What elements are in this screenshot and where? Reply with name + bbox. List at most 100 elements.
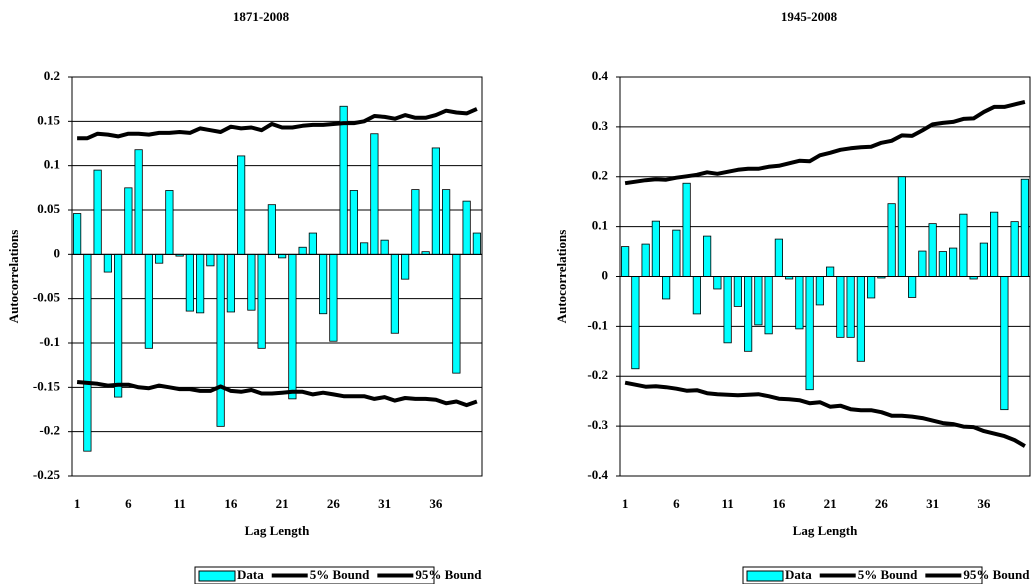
bar [949,247,958,277]
bar [959,213,968,277]
bar [641,243,650,277]
bar [103,253,112,273]
legend-label: Data [785,567,812,582]
y-tick-label: -0.15 [33,378,61,393]
bar [226,253,235,313]
y-tick-label: -0.1 [39,334,60,349]
bar [349,190,358,255]
y-tick-label: 0.2 [592,168,608,183]
bar [990,211,999,277]
bar [846,276,855,338]
bar [216,253,225,427]
bar [733,276,742,307]
bar [897,176,906,277]
plot-area [71,76,483,477]
y-tick-label: -0.1 [587,317,608,332]
bar [83,253,92,452]
x-tick-label: 36 [977,496,991,511]
bound-line [624,380,1026,448]
bar [928,223,937,277]
bar [754,276,763,326]
y-tick-label: -0.3 [587,417,608,432]
x-tick-label: 31 [378,496,391,511]
bar [247,253,256,311]
bar [979,242,988,277]
bar [1010,221,1019,277]
bar [815,276,824,306]
y-tick-label: 0.4 [592,68,609,83]
bar [836,276,845,338]
bar [672,229,681,277]
bar [124,187,133,255]
y-tick-label: 0.05 [37,201,60,216]
legend-swatch [198,570,236,582]
bar [462,200,471,255]
legend-box [194,566,435,584]
y-tick-label: 0.3 [592,118,609,133]
bar [774,238,783,277]
chart-title: 1871-2008 [233,9,290,24]
x-tick-label: 26 [875,496,889,511]
bar [237,155,246,255]
x-tick-label: 26 [327,496,341,511]
bar [1000,276,1009,411]
bar [360,242,369,255]
y-tick-label: 0.15 [37,112,60,127]
chart: 1871-2008 0.2 0.15 0.1 0.05 0 -0.05 -0.1 -0.15 -0… [6,9,483,584]
bar [257,253,266,349]
bar [452,253,461,374]
x-tick-label: 21 [276,496,289,511]
bound-line [76,380,478,408]
bar [764,276,773,335]
bar [308,232,317,255]
bar [826,266,835,277]
bar [185,253,194,312]
bound-line [77,107,478,141]
x-tick-label: 6 [125,496,132,511]
bar [144,253,153,349]
bar [380,239,389,255]
bar [134,149,143,255]
bar [329,253,338,342]
x-tick-label: 1 [622,496,629,511]
bar [431,147,440,255]
bar [918,250,927,277]
x-axis-label: Lag Length [245,523,310,538]
bar [621,246,630,277]
bar [206,253,215,267]
y-axis-label: Autocorrelations [6,230,21,324]
chart: 1945-2008 0.4 0.3 0.2 0.1 0 -0.1 -0.2 -0.3 -0.4 Au… [554,9,1031,584]
y-tick-label: -0.2 [587,367,608,382]
x-tick-label: 6 [673,496,680,511]
x-tick-label: 16 [224,496,238,511]
y-tick-label: 0 [602,267,609,282]
bar [744,276,753,352]
bar [370,133,379,255]
x-tick-label: 31 [926,496,939,511]
legend-swatch [746,570,784,582]
x-axis-label: Lag Length [793,523,858,538]
y-tick-label: 0.1 [592,218,608,233]
legend-label: 95% Bound [415,567,482,582]
bar [631,276,640,370]
x-tick-label: 36 [429,496,443,511]
bar [411,189,420,255]
x-tick-label: 21 [824,496,837,511]
bar [73,213,82,255]
bar [713,276,722,290]
bar [795,276,804,330]
y-tick-label: 0 [54,245,61,260]
y-axis-label: Autocorrelations [554,230,569,324]
legend-label: Data [237,567,264,582]
bar [867,276,876,299]
legend-label: 5% Bound [310,567,370,582]
bar [723,276,732,344]
y-tick-label: 0.2 [44,68,60,83]
y-tick-label: -0.4 [587,467,608,482]
bar [662,276,671,300]
bar [703,235,712,277]
x-tick-label: 11 [173,496,185,511]
bar [472,232,481,255]
x-tick-label: 11 [721,496,733,511]
